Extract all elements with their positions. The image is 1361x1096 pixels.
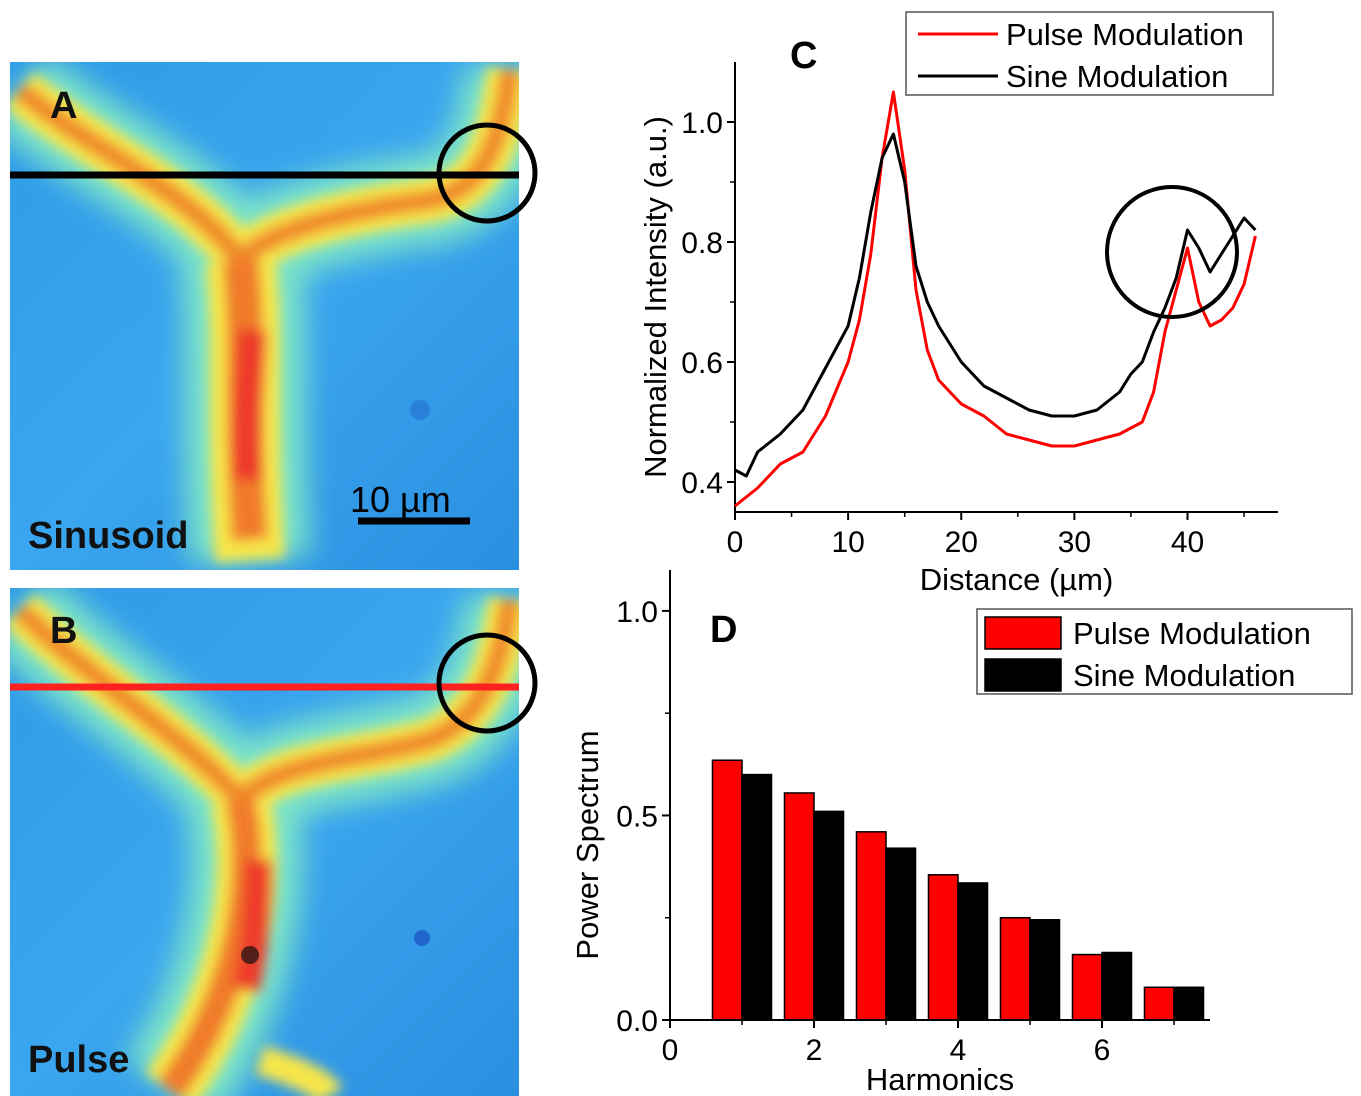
panel-a-scalebar-label: 10 µm (350, 479, 451, 520)
panel-d-y-tick-label: 0.0 (616, 1005, 658, 1038)
panel-d-legend-label: Pulse Modulation (1073, 616, 1311, 651)
panel-c-highlight-circle (1105, 185, 1239, 319)
panel-d-x-tick-label: 6 (1094, 1034, 1111, 1067)
panel-d-bar-sine (741, 773, 773, 1021)
panel-c-series-line-pulse (734, 90, 1257, 508)
panel-a-image (10, 62, 519, 570)
panel-c-x-tick-label: 0 (727, 526, 744, 559)
panel-c-x-tick-label: 40 (1171, 526, 1204, 559)
panel-c-legend (905, 11, 1274, 96)
panel-d-bar-sine (1173, 986, 1205, 1021)
panel-d-x-tick-label: 4 (950, 1034, 967, 1067)
panel-b-letter: B (50, 610, 77, 652)
panel-c-y-axis-label: Normalized Intensity (a.u.) (638, 116, 673, 478)
panel-d-bar-sine (885, 847, 917, 1021)
panel-d-legend-swatch (984, 616, 1062, 650)
panel-d-bar-sine (1101, 951, 1133, 1021)
panel-d-bar-chart: 0 2 4 6 0.0 0.5 1.0 Harmonics Power Spectrum Puls… (570, 570, 1353, 1096)
panel-d-bar-sine (813, 810, 845, 1021)
panel-a-highlight-circle (436, 122, 538, 224)
panel-a-label: Sinusoid (28, 515, 188, 557)
panel-c-x-axis-label: Distance (µm) (920, 562, 1114, 597)
panel-c-x-tick-label: 10 (831, 526, 864, 559)
panel-d-x-axis-label: Harmonics (866, 1062, 1014, 1096)
panel-d-legend-label: Sine Modulation (1073, 658, 1295, 693)
panel-c-y-tick-label: 0.8 (681, 227, 723, 260)
panel-d-bar-pulse (927, 874, 959, 1021)
panel-b-image (10, 588, 519, 1096)
panel-d-y-axis-label: Power Spectrum (570, 730, 605, 959)
panel-d-legend-swatch (984, 658, 1062, 692)
panel-c-x-tick-label: 20 (945, 526, 978, 559)
panel-d-bar-pulse (1143, 986, 1175, 1021)
panel-d-y-tick-label: 0.5 (616, 800, 658, 833)
panel-a-letter: A (50, 85, 77, 127)
panel-d-x-tick-label: 2 (806, 1034, 823, 1067)
panel-d-y-tick-label: 1.0 (616, 596, 658, 629)
panel-c-line-chart: 0 10 20 30 40 0.4 0.6 0.8 1.0 Distance (µm) Normal… (638, 11, 1278, 597)
panel-c-y-tick-label: 0.6 (681, 347, 723, 380)
panel-d-x-tick-label: 0 (662, 1034, 679, 1067)
panel-b-label: Pulse (28, 1039, 129, 1081)
panel-d-bar-sine (957, 882, 989, 1021)
panel-c-series-line-sine (734, 132, 1257, 478)
panel-c-y-tick-label: 1.0 (681, 107, 723, 140)
panel-b-highlight-circle (436, 632, 538, 734)
panel-d-bar-pulse (855, 831, 887, 1021)
panel-c-y-tick-label: 0.4 (681, 467, 723, 500)
panel-d-bar-pulse (783, 792, 815, 1021)
panel-c-x-tick-label: 30 (1058, 526, 1091, 559)
panel-d-bar-pulse (1071, 953, 1103, 1021)
panel-d-letter: D (710, 609, 737, 651)
panel-c-legend-label: Pulse Modulation (1006, 17, 1244, 52)
panel-d-bar-sine (1029, 919, 1061, 1021)
panel-c-letter: C (790, 35, 817, 77)
panel-d-bar-pulse (711, 759, 743, 1021)
panel-c-legend-label: Sine Modulation (1006, 59, 1228, 94)
panel-d-bar-pulse (999, 916, 1031, 1021)
